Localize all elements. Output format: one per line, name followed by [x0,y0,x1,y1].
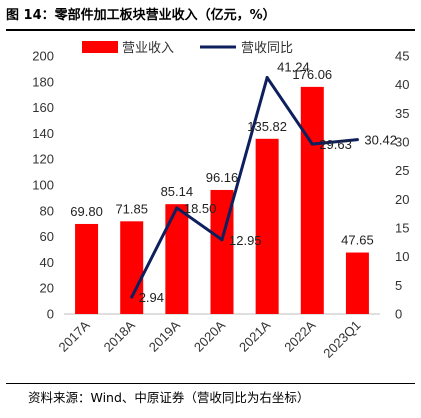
yoy-line [130,76,359,299]
revenue-bar [75,223,99,314]
yoy-series-line [130,76,358,298]
right-axis-tick-label: 40 [395,77,409,92]
x-axis-tick-label: 2021A [236,317,273,354]
left-axis-tick-label: 140 [32,126,54,141]
revenue-value-label: 96.16 [206,170,239,185]
right-axis-tick-label: 20 [395,192,409,207]
data-labels: 69.80 71.85 85.14 96.16 135.82 176.06 47.65 2.9… [70,60,397,306]
right-axis-tick-label: 5 [395,278,402,293]
revenue-value-label: 47.65 [341,233,374,248]
x-axis-tick-label: 2017A [56,317,93,354]
right-axis-tick-label: 0 [395,307,402,322]
yoy-value-label: 12.95 [229,233,262,248]
title-rule [6,29,415,31]
left-axis-tick-label: 20 [40,281,54,296]
right-axis-tick-label: 30 [395,135,409,150]
source-note: 资料来源：Wind、中原证券（营收同比为右坐标） [28,390,310,405]
yoy-value-label: 18.50 [184,201,217,216]
source-rule [6,383,415,384]
left-axis-tick-label: 40 [40,255,54,270]
yoy-point [175,206,179,210]
yoy-point [130,295,134,299]
yoy-value-label: 2.94 [139,290,164,305]
x-axis-tick-label: 2020A [191,317,228,354]
revenue-value-label: 135.82 [247,119,287,134]
left-axis-tick-label: 120 [32,152,54,167]
right-axis-tick-label: 25 [395,163,409,178]
legend-label-revenue: 营业收入 [122,41,174,56]
x-axis-tick-label: 2022A [281,317,318,354]
left-axis-tick-label: 200 [32,49,54,64]
x-axis-tick-label: 2018A [101,317,138,354]
revenue-value-label: 71.85 [115,201,148,216]
yoy-value-label: 30.42 [364,133,397,148]
left-axis-tick-label: 0 [47,307,54,322]
left-axis-tick-label: 100 [32,178,54,193]
x-axis-tick-label: 2023Q1 [320,318,363,361]
revenue-value-label: 69.80 [70,204,103,219]
yoy-value-label: 29.63 [319,137,352,152]
yoy-value-label: 41.24 [277,60,310,75]
revenue-bar [120,221,144,314]
revenue-bar [345,252,369,314]
right-axis-tick-label: 45 [395,49,409,64]
yoy-point [265,76,269,80]
left-axis-tick-label: 160 [32,100,54,115]
right-axis-tick-label: 15 [395,221,409,236]
legend: 营业收入 营收同比 [82,41,293,56]
left-axis-tick-label: 80 [40,203,54,218]
revenue-bars [75,86,369,314]
revenue-chart: 0204060801001201401601802000510152025303… [32,41,409,361]
revenue-bar [300,86,324,314]
yoy-point [355,138,359,142]
left-axis-tick-label: 60 [40,229,54,244]
legend-bar-swatch [82,41,118,53]
legend-label-yoy: 营收同比 [241,41,293,56]
right-axis-tick-label: 35 [395,106,409,121]
yoy-point [310,142,314,146]
revenue-value-label: 176.06 [292,67,332,82]
right-axis-tick-label: 10 [395,249,409,264]
yoy-point [220,238,224,242]
figure-title: 图 14：零部件加工板块营业收入（亿元，%） [6,8,276,23]
revenue-bar [165,204,189,314]
revenue-value-label: 85.14 [161,184,194,199]
left-axis-tick-label: 180 [32,74,54,89]
x-axis-tick-label: 2019A [146,317,183,354]
revenue-bar [255,138,279,314]
